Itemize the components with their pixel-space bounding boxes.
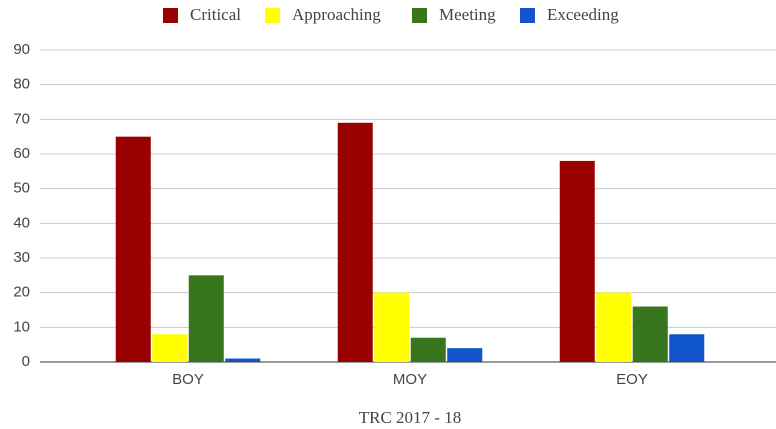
x-tick-label: MOY [393, 371, 427, 388]
bar [596, 292, 632, 362]
legend-swatch [520, 8, 535, 23]
legend-label: Approaching [292, 5, 381, 24]
bar [447, 348, 483, 362]
bar [669, 334, 705, 362]
bar [152, 334, 188, 362]
x-tick-label: EOY [616, 371, 648, 388]
y-tick-label: 50 [13, 180, 30, 197]
y-tick-label: 10 [13, 318, 30, 335]
legend-swatch [265, 8, 280, 23]
bar [410, 337, 446, 362]
bar [337, 122, 373, 362]
legend-swatch [412, 8, 427, 23]
bar [632, 306, 668, 362]
y-tick-label: 90 [13, 41, 30, 58]
y-tick-label: 30 [13, 249, 30, 266]
y-tick-label: 0 [22, 353, 30, 370]
bar [225, 358, 261, 362]
legend-label: Critical [190, 5, 241, 24]
legend-label: Exceeding [547, 5, 619, 24]
y-tick-label: 20 [13, 284, 30, 301]
bar [374, 292, 410, 362]
legend-swatch [163, 8, 178, 23]
bar [559, 160, 595, 362]
x-tick-label: BOY [172, 371, 204, 388]
y-tick-label: 80 [13, 76, 30, 93]
bar [115, 136, 151, 362]
bar [188, 275, 224, 362]
y-tick-label: 40 [13, 214, 30, 231]
y-tick-label: 60 [13, 145, 30, 162]
legend-label: Meeting [439, 5, 496, 24]
x-axis-title: TRC 2017 - 18 [359, 408, 461, 427]
y-tick-label: 70 [13, 110, 30, 127]
